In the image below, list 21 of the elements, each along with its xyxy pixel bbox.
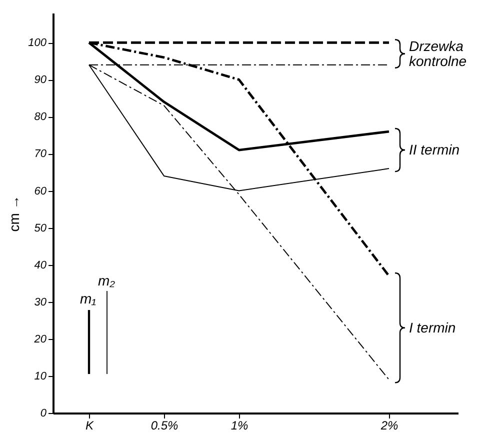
y-tick-label: 80 xyxy=(34,111,48,124)
y-tick-label: 90 xyxy=(34,74,48,86)
y-tick-label: 10 xyxy=(34,370,48,382)
annotation: Drzewka kontrolne xyxy=(409,38,468,69)
x-tick-label: K xyxy=(85,418,94,432)
y-tick-label: 30 xyxy=(34,296,48,308)
x-tick-label: 1% xyxy=(230,418,248,432)
annotation: I termin xyxy=(409,319,457,336)
y-tick-label: 100 xyxy=(28,37,48,50)
y-tick-label: 50 xyxy=(34,222,48,234)
y-tick-label: 60 xyxy=(34,185,48,198)
annotation: II termin xyxy=(409,142,461,158)
annotation: m₁ xyxy=(80,290,96,306)
y-tick-label: 70 xyxy=(34,148,48,160)
annotation: m₂ xyxy=(98,272,116,288)
x-tick-label: 2% xyxy=(380,418,398,432)
y-tick-label: 20 xyxy=(33,333,48,346)
y-tick-label: 40 xyxy=(34,259,48,272)
x-tick-label: 0.5% xyxy=(150,418,178,432)
y-tick-label: 0 xyxy=(40,408,48,420)
y-axis-title: cm → xyxy=(6,195,22,232)
